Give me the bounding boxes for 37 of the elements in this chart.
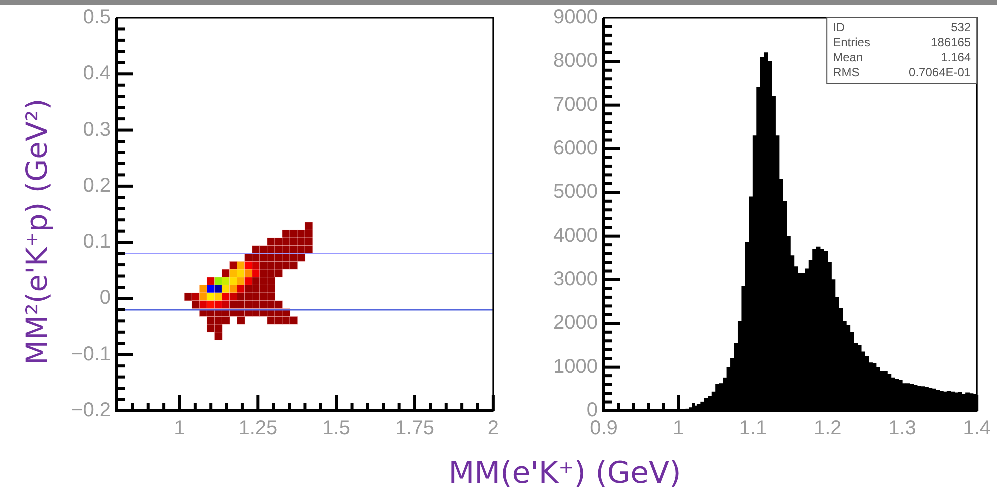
- annotation: Entries: [833, 35, 870, 50]
- y-tick-label: 0.3: [83, 118, 111, 141]
- x-tick-label: 1.5: [322, 418, 350, 440]
- y-tick-label: 8000: [554, 50, 598, 72]
- y-tick-label: 0.5: [83, 6, 111, 29]
- x-tick-label: 2: [488, 418, 499, 440]
- y-tick-label: 0.1: [83, 231, 111, 254]
- x-tick-label: 1.75: [396, 418, 434, 440]
- y-axis-title: MM²(e'K⁺p) (GeV²): [20, 98, 54, 366]
- y-tick-label: 3000: [554, 268, 598, 291]
- y-tick-label: 0.4: [83, 62, 111, 85]
- annotation: 1.164: [941, 50, 972, 64]
- y-tick-label: 5000: [554, 181, 598, 204]
- annotation: RMS: [833, 65, 860, 80]
- annotation: 186165: [931, 35, 972, 50]
- x-tick-label: 1: [174, 418, 186, 440]
- y-tick-label: 0: [100, 287, 111, 310]
- x-tick-label: 1.1: [739, 418, 768, 440]
- y-tick-label: 6000: [554, 138, 598, 160]
- x-tick-label: 1: [673, 418, 684, 440]
- x-tick-label: 1.25: [238, 418, 278, 440]
- annotation: ID: [833, 20, 846, 34]
- y-tick-label: −0.2: [72, 400, 111, 422]
- y-tick-label: 1000: [554, 356, 598, 378]
- y-tick-label: 9000: [554, 6, 598, 29]
- annotation: 532: [951, 20, 972, 34]
- y-tick-label: 2000: [554, 312, 598, 334]
- x-tick-label: 1.3: [888, 418, 916, 440]
- y-tick-label: 4000: [554, 224, 598, 247]
- y-tick-label: −0.1: [72, 343, 111, 366]
- x-tick-label: 1.2: [814, 418, 842, 440]
- y-tick-label: 7000: [554, 94, 598, 116]
- x-axis-title: MM(e'K⁺) (GeV): [448, 456, 682, 491]
- annotation: 0.7064E-01: [909, 65, 972, 80]
- y-tick-label: 0.2: [83, 174, 111, 197]
- x-tick-label: 1.4: [963, 418, 992, 440]
- annotation: Mean: [833, 50, 864, 64]
